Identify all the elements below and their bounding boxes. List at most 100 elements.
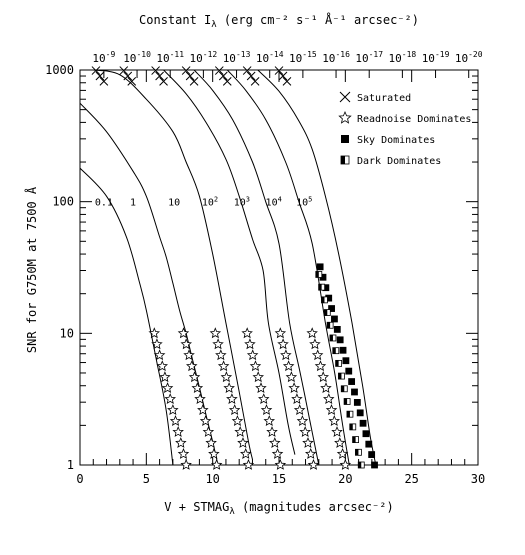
saturated-marker	[246, 71, 256, 81]
top-tick-label: 10-16	[322, 50, 350, 65]
sky-marker	[351, 388, 358, 396]
readnoise-marker	[280, 349, 292, 361]
saturated-marker	[91, 66, 101, 75]
readnoise-marker	[167, 404, 179, 416]
axis-ticks	[79, 69, 479, 466]
top-tick-label: 10-12	[190, 50, 218, 65]
sky-marker	[316, 263, 324, 271]
dark-marker-fill	[329, 334, 333, 341]
dark-marker-fill	[338, 373, 342, 380]
readnoise-marker	[215, 349, 227, 361]
readnoise-marker	[164, 393, 176, 405]
readnoise-marker	[151, 338, 163, 350]
saturated-marker	[250, 76, 260, 86]
sky-marker	[331, 315, 338, 323]
dark-marker-fill	[352, 436, 356, 443]
readnoise-marker	[172, 426, 184, 437]
series-label: 102	[202, 196, 218, 209]
readnoise-marker	[299, 426, 312, 437]
readnoise-marker	[302, 437, 314, 448]
readnoise-marker	[169, 415, 182, 427]
top-tick-label: 10-19	[422, 50, 450, 65]
readnoise-marker	[249, 360, 262, 372]
plot-frame	[79, 69, 479, 466]
readnoise-marker	[241, 327, 253, 339]
dark-marker-fill	[358, 462, 362, 468]
readnoise-marker	[197, 404, 209, 416]
dark-marker-fill	[346, 411, 350, 418]
top-axis-title: Constant Iλ (erg cm⁻² s⁻¹ Å⁻¹ arcsec⁻²)	[139, 12, 419, 30]
series-label: 0.1	[95, 198, 113, 209]
x-tick-label: 5	[143, 472, 150, 486]
readnoise-marker	[188, 371, 201, 383]
readnoise-marker	[269, 437, 281, 448]
sky-marker	[348, 378, 356, 385]
series-label: 105	[296, 196, 312, 209]
x-tick-label: 25	[404, 472, 418, 486]
readnoise-marker	[296, 415, 309, 427]
readnoise-marker	[202, 426, 215, 437]
readnoise-marker	[325, 404, 338, 416]
sky-marker	[371, 461, 378, 469]
saturated-marker	[189, 76, 199, 86]
readnoise-marker	[246, 349, 259, 361]
readnoise-marker	[271, 447, 284, 459]
saturated-marker	[218, 71, 228, 81]
readnoise-marker	[194, 393, 206, 405]
saturated-marker	[274, 66, 284, 75]
readnoise-marker	[274, 327, 287, 339]
top-tick-label: 10-15	[289, 50, 317, 65]
sky-marker	[342, 357, 350, 365]
readnoise-marker	[263, 415, 275, 427]
readnoise-marker	[266, 426, 278, 437]
dark-marker-fill	[355, 449, 359, 456]
legend-saturated-glyph	[339, 91, 351, 103]
dark-marker-fill	[324, 309, 328, 316]
readnoise-marker	[220, 371, 233, 383]
readnoise-marker	[242, 458, 255, 470]
sky-marker	[333, 326, 341, 333]
readnoise-marker	[282, 360, 295, 372]
readnoise-marker	[260, 404, 273, 416]
readnoise-marker	[252, 371, 264, 383]
readnoise-marker	[306, 327, 318, 339]
readnoise-marker	[320, 382, 332, 394]
top-tick-label: 10-9	[92, 50, 115, 65]
readnoise-marker	[205, 437, 217, 448]
readnoise-marker	[148, 327, 160, 339]
saturated-marker	[151, 66, 160, 75]
saturated-marker	[119, 66, 129, 75]
sky-marker	[353, 399, 361, 406]
readnoise-marker	[339, 458, 352, 470]
sky-marker	[362, 430, 370, 438]
legend: Saturated Readnoise Dominates Sky Dominate…	[338, 91, 471, 167]
saturated-marker	[222, 76, 232, 86]
legend-sky-glyph	[341, 135, 349, 143]
tick-labels: 0 5 10 15 20 25 30 1 10 100 1000 10-9 10-10 10-11 10-1…	[45, 50, 485, 486]
series-line	[257, 69, 377, 466]
sky-marker	[339, 346, 347, 354]
dark-marker-fill	[318, 284, 322, 291]
saturated-marker	[214, 66, 224, 75]
readnoise-marker	[228, 404, 241, 416]
x-tick-label: 10	[205, 472, 219, 486]
saturated-marker	[95, 71, 105, 81]
readnoise-marker	[274, 458, 287, 470]
saturated-marker	[127, 76, 137, 86]
saturated-marker	[181, 66, 191, 75]
top-tick-label: 10-14	[256, 50, 284, 65]
readnoise-marker	[334, 437, 346, 448]
y-axis-title: SNR for G750M at 7500 Å	[24, 186, 39, 353]
sky-marker	[336, 336, 344, 344]
dark-marker-fill	[332, 347, 336, 354]
readnoise-marker	[191, 382, 204, 394]
legend-label: Saturated	[357, 93, 411, 104]
saturated-marker	[155, 71, 164, 81]
sky-marker	[359, 419, 367, 427]
readnoise-marker	[180, 458, 192, 470]
sky-marker	[328, 305, 335, 312]
readnoise-marker	[223, 382, 235, 394]
readnoise-marker	[336, 447, 349, 459]
readnoise-marker	[231, 415, 244, 427]
top-tick-label: 10-18	[389, 50, 417, 65]
